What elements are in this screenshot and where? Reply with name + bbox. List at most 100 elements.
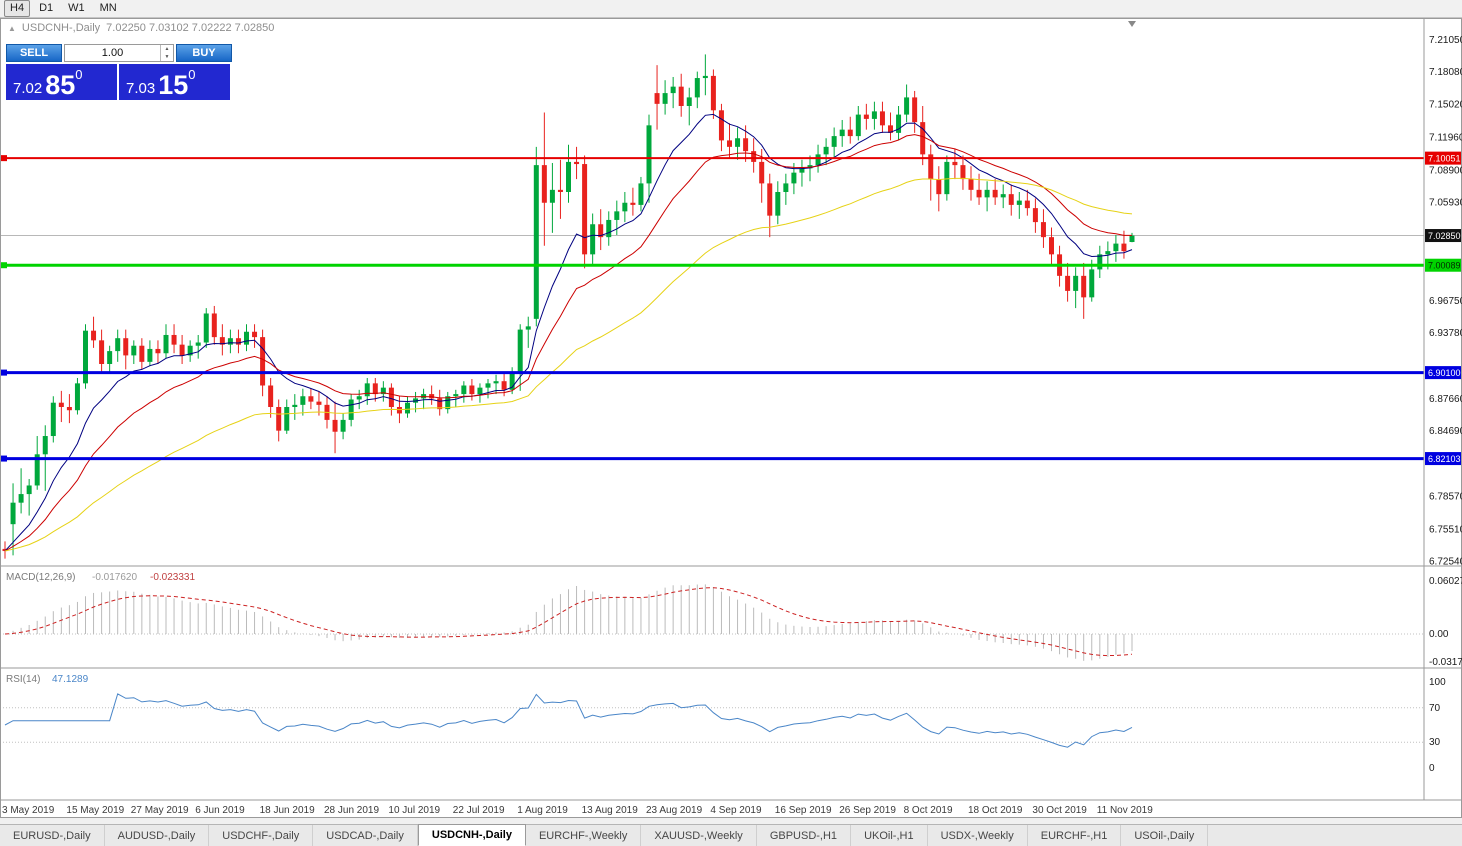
timeframe-button-h4[interactable]: H4 xyxy=(4,0,31,17)
price-tag-7.00089 xyxy=(1425,258,1461,272)
svg-text:15 May 2019: 15 May 2019 xyxy=(66,805,124,816)
svg-text:7.00089: 7.00089 xyxy=(1428,261,1461,271)
tab-xauusd-weekly[interactable]: XAUUSD-,Weekly xyxy=(641,825,757,846)
svg-text:30 Oct 2019: 30 Oct 2019 xyxy=(1032,805,1087,816)
tab-usoil-daily[interactable]: USOil-,Daily xyxy=(1121,825,1209,846)
chart-title: ▲ USDCNH-,Daily 7.02250 7.03102 7.02222 … xyxy=(8,22,274,34)
tab-eurusd-daily[interactable]: EURUSD-,Daily xyxy=(0,825,105,846)
svg-text:7.21050: 7.21050 xyxy=(1429,35,1462,46)
svg-text:7.11960: 7.11960 xyxy=(1429,133,1462,144)
chart-shift-marker-icon[interactable] xyxy=(1128,21,1136,27)
timeframe-toolbar: H4 D1 W1 MN xyxy=(0,0,1462,18)
svg-text:7.08900: 7.08900 xyxy=(1429,166,1462,177)
chart-symbol-label: USDCNH-,Daily xyxy=(21,22,101,34)
sell-price-big-figure: 7.02 xyxy=(13,79,43,97)
svg-text:6.84690: 6.84690 xyxy=(1429,426,1462,437)
chart-window: 7.21050 7.18080 7.15020 7.11960 7.08900 7.059… xyxy=(0,18,1462,818)
svg-text:RSI(14): RSI(14) xyxy=(6,674,40,685)
sell-button[interactable]: SELL xyxy=(6,44,62,62)
svg-text:18 Jun 2019: 18 Jun 2019 xyxy=(260,805,315,816)
volume-up-icon[interactable]: ▲ xyxy=(164,46,170,52)
volume-value[interactable]: 1.00 xyxy=(101,47,124,59)
volume-input[interactable]: 1.00 ▲ ▼ xyxy=(64,44,174,62)
date-axis: 3 May 2019 15 May 2019 27 May 2019 6 Jun 20… xyxy=(2,805,1153,816)
sell-price-pips: 85 xyxy=(45,70,76,101)
svg-text:100: 100 xyxy=(1429,677,1446,688)
svg-text:30: 30 xyxy=(1429,737,1441,748)
ma-line-50 xyxy=(4,177,1133,552)
svg-text:6.96750: 6.96750 xyxy=(1429,296,1462,307)
line-handle[interactable] xyxy=(0,262,7,269)
tab-eurchf-h1[interactable]: EURCHF-,H1 xyxy=(1028,825,1122,846)
one-click-trade-panel: SELL 1.00 ▲ ▼ BUY 7.02 85 0 7.03 xyxy=(6,44,232,100)
timeframe-button-w1[interactable]: W1 xyxy=(68,2,85,14)
one-click-toggle-icon[interactable]: ▲ xyxy=(8,23,16,33)
tab-ukoil-h1[interactable]: UKOil-,H1 xyxy=(851,825,928,846)
svg-text:4 Sep 2019: 4 Sep 2019 xyxy=(710,805,762,816)
price-tags: 7.10051 7.02850 7.00089 6.90100 6.82103 xyxy=(1425,151,1461,466)
price-chart-svg[interactable]: 7.21050 7.18080 7.15020 7.11960 7.08900 7.059… xyxy=(0,18,1462,818)
svg-text:6 Jun 2019: 6 Jun 2019 xyxy=(195,805,245,816)
tab-usdx-weekly[interactable]: USDX-,Weekly xyxy=(928,825,1028,846)
timeframe-button-mn[interactable]: MN xyxy=(99,2,117,14)
svg-text:1 Aug 2019: 1 Aug 2019 xyxy=(517,805,568,816)
tab-usdcad-daily[interactable]: USDCAD-,Daily xyxy=(313,825,418,846)
macd-histogram xyxy=(12,584,1133,661)
tab-usdcnh-daily[interactable]: USDCNH-,Daily xyxy=(417,824,526,846)
line-handle[interactable] xyxy=(0,155,7,162)
chart-background xyxy=(0,18,1462,818)
svg-text:MACD(12,26,9): MACD(12,26,9) xyxy=(6,572,75,583)
tab-eurchf-weekly[interactable]: EURCHF-,Weekly xyxy=(526,825,642,846)
line-handle[interactable] xyxy=(0,455,7,462)
price-tag-6.90100 xyxy=(1425,366,1461,380)
svg-text:7.02850: 7.02850 xyxy=(1428,231,1461,241)
svg-text:8 Oct 2019: 8 Oct 2019 xyxy=(904,805,953,816)
tab-audusd-daily[interactable]: AUDUSD-,Daily xyxy=(105,825,210,846)
price-tag-7.02850 xyxy=(1425,229,1461,243)
svg-text:6.78570: 6.78570 xyxy=(1429,492,1462,503)
buy-price-big-figure: 7.03 xyxy=(126,79,156,97)
timeframe-button-d1[interactable]: D1 xyxy=(39,2,54,14)
price-axis: 7.21050 7.18080 7.15020 7.11960 7.08900 7.059… xyxy=(1429,35,1462,567)
svg-text:-0.023331: -0.023331 xyxy=(150,572,195,583)
svg-text:0.060273: 0.060273 xyxy=(1429,576,1462,587)
svg-text:22 Jul 2019: 22 Jul 2019 xyxy=(453,805,505,816)
svg-text:0.00: 0.00 xyxy=(1429,629,1449,640)
tab-gbpusd-h1[interactable]: GBPUSD-,H1 xyxy=(757,825,852,846)
svg-text:6.87660: 6.87660 xyxy=(1429,394,1462,405)
svg-text:-0.031725: -0.031725 xyxy=(1429,657,1462,668)
symbol-tab-bar: EURUSD-,Daily AUDUSD-,Daily USDCHF-,Daily U… xyxy=(0,824,1462,846)
svg-text:6.75510: 6.75510 xyxy=(1429,524,1462,535)
rsi-line xyxy=(4,693,1133,748)
macd-panel-labels: MACD(12,26,9) -0.017620 -0.023331 0.060273 0… xyxy=(6,572,1462,668)
price-tag-6.82103 xyxy=(1425,452,1461,466)
svg-text:0: 0 xyxy=(1429,763,1435,774)
volume-down-icon[interactable]: ▼ xyxy=(164,54,170,60)
svg-text:27 May 2019: 27 May 2019 xyxy=(131,805,189,816)
svg-text:6.93780: 6.93780 xyxy=(1429,328,1462,339)
buy-price-box[interactable]: 7.03 15 0 xyxy=(119,64,230,100)
svg-text:28 Jun 2019: 28 Jun 2019 xyxy=(324,805,379,816)
svg-text:7.18080: 7.18080 xyxy=(1429,67,1462,78)
sell-price-box[interactable]: 7.02 85 0 xyxy=(6,64,117,100)
buy-button[interactable]: BUY xyxy=(176,44,232,62)
volume-spinner[interactable]: ▲ ▼ xyxy=(160,45,173,61)
candles xyxy=(2,54,1135,559)
svg-text:23 Aug 2019: 23 Aug 2019 xyxy=(646,805,703,816)
svg-text:13 Aug 2019: 13 Aug 2019 xyxy=(582,805,639,816)
ma-line-20 xyxy=(4,134,1132,552)
svg-text:-0.017620: -0.017620 xyxy=(92,572,137,583)
svg-text:26 Sep 2019: 26 Sep 2019 xyxy=(839,805,896,816)
ma-line-10 xyxy=(4,113,1133,552)
svg-text:6.90100: 6.90100 xyxy=(1428,368,1461,378)
svg-text:7.05930: 7.05930 xyxy=(1429,197,1462,208)
svg-text:10 Jul 2019: 10 Jul 2019 xyxy=(388,805,440,816)
rsi-panel-labels: RSI(14) 47.1289 100 70 30 0 xyxy=(6,674,1446,774)
chart-ohlc-values: 7.02250 7.03102 7.02222 7.02850 xyxy=(106,22,275,34)
line-handle[interactable] xyxy=(0,369,7,376)
tab-usdchf-daily[interactable]: USDCHF-,Daily xyxy=(209,825,314,846)
svg-text:7.10051: 7.10051 xyxy=(1428,154,1461,164)
svg-text:6.72540: 6.72540 xyxy=(1429,556,1462,567)
svg-text:47.1289: 47.1289 xyxy=(52,674,89,685)
